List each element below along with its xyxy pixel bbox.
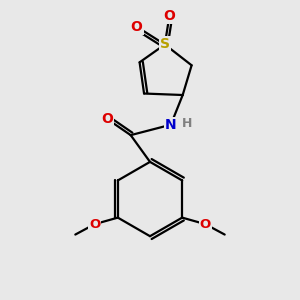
Text: O: O [164,9,175,23]
Text: O: O [89,218,100,231]
Text: H: H [182,117,192,130]
Text: N: N [165,118,177,132]
Text: S: S [160,38,170,52]
Text: O: O [131,20,142,34]
Text: O: O [101,112,113,126]
Text: O: O [200,218,211,231]
